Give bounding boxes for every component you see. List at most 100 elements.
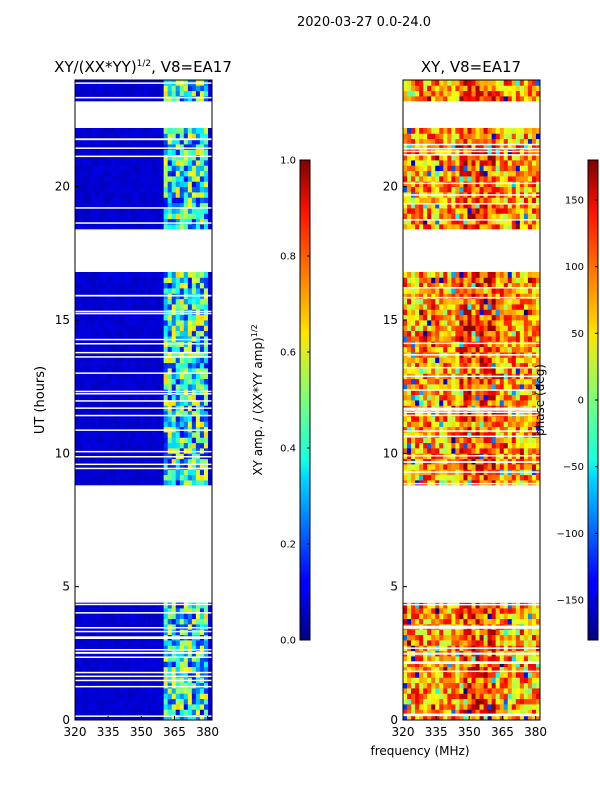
heatmap-cell — [139, 149, 144, 156]
heatmap-cell — [75, 224, 80, 230]
heatmap-cell — [79, 224, 84, 230]
heatmap-cell — [463, 442, 468, 449]
heatmap-cell — [479, 325, 484, 332]
heatmap-cell — [155, 682, 161, 689]
heatmap-cell — [119, 282, 124, 289]
heatmap-cell — [87, 400, 92, 406]
heatmap-cell — [103, 314, 108, 321]
heatmap-cell — [83, 277, 88, 284]
heatmap-cell — [499, 437, 505, 444]
heatmap-cell — [487, 677, 493, 684]
heatmap-cell — [483, 714, 489, 720]
heatmap-cell — [403, 309, 408, 316]
heatmap-cell — [403, 346, 408, 353]
heatmap-cell — [483, 325, 489, 332]
heatmap-cell — [99, 144, 104, 150]
heatmap-cell — [183, 656, 189, 662]
heatmap-cell — [535, 474, 540, 481]
heatmap-cell — [523, 448, 529, 454]
heatmap-cell — [415, 400, 420, 406]
heatmap-cell — [535, 341, 540, 348]
heatmap-cell — [159, 138, 165, 145]
heatmap-cell — [207, 218, 212, 225]
heatmap-cell — [403, 666, 408, 673]
heatmap-cell — [127, 394, 132, 401]
heatmap-cell — [167, 144, 173, 150]
heatmap-cell — [107, 474, 112, 481]
flagged-row — [75, 295, 212, 297]
heatmap-cell — [487, 298, 493, 305]
heatmap-cell — [83, 320, 88, 326]
heatmap-cell — [99, 437, 104, 444]
heatmap-cell — [119, 645, 124, 652]
heatmap-cell — [491, 416, 497, 422]
heatmap-cell — [119, 437, 124, 444]
heatmap-cell — [179, 698, 185, 705]
heatmap-cell — [519, 298, 525, 305]
heatmap-cell — [83, 149, 88, 156]
heatmap-cell — [199, 618, 205, 625]
heatmap-cell — [147, 138, 152, 145]
heatmap-cell — [123, 480, 128, 486]
heatmap-cell — [419, 304, 424, 310]
heatmap-cell — [135, 613, 140, 620]
heatmap-cell — [147, 362, 152, 369]
heatmap-cell — [179, 688, 185, 694]
heatmap-cell — [435, 693, 440, 700]
heatmap-cell — [199, 661, 205, 668]
heatmap-cell — [515, 618, 521, 625]
heatmap-cell — [135, 352, 140, 358]
heatmap-cell — [507, 629, 513, 636]
heatmap-cell — [479, 688, 484, 694]
heatmap-cell — [95, 208, 100, 214]
heatmap-cell — [403, 613, 408, 620]
heatmap-cell — [503, 293, 509, 300]
heatmap-cell — [503, 618, 509, 625]
heatmap-cell — [167, 277, 173, 284]
heatmap-cell — [191, 165, 197, 172]
heatmap-cell — [439, 437, 444, 444]
heatmap-cell — [499, 480, 505, 486]
heatmap-cell — [443, 714, 448, 720]
heatmap-cell — [455, 293, 460, 300]
heatmap-cell — [499, 682, 505, 689]
heatmap-cell — [159, 320, 165, 326]
heatmap-cell — [127, 432, 132, 438]
heatmap-cell — [203, 458, 209, 465]
heatmap-cell — [147, 437, 152, 444]
heatmap-cell — [99, 218, 104, 225]
heatmap-cell — [91, 282, 96, 289]
heatmap-cell — [443, 314, 448, 321]
heatmap-cell — [143, 90, 148, 97]
heatmap-cell — [495, 698, 501, 705]
heatmap-cell — [435, 336, 440, 342]
heatmap-cell — [87, 373, 92, 380]
heatmap-cell — [127, 714, 132, 720]
flagged-row — [75, 390, 212, 393]
heatmap-cell — [451, 480, 456, 486]
heatmap-cell — [127, 154, 132, 161]
heatmap-cell — [95, 474, 100, 481]
heatmap-cell — [483, 330, 489, 337]
heatmap-cell — [451, 608, 456, 614]
heatmap-cell — [207, 416, 212, 422]
heatmap-cell — [183, 224, 189, 230]
heatmap-cell — [123, 432, 128, 438]
heatmap-cell — [451, 677, 456, 684]
heatmap-cell — [535, 389, 540, 396]
heatmap-cell — [123, 608, 128, 614]
heatmap-cell — [75, 640, 80, 646]
heatmap-cell — [411, 304, 416, 310]
heatmap-cell — [483, 666, 489, 673]
heatmap-cell — [187, 469, 193, 476]
heatmap-cell — [515, 613, 521, 620]
heatmap-cell — [115, 464, 120, 470]
heatmap-cell — [431, 480, 436, 486]
heatmap-cell — [455, 677, 460, 684]
heatmap-cell — [191, 602, 197, 609]
heatmap-cell — [87, 330, 92, 337]
heatmap-cell — [443, 693, 448, 700]
heatmap-cell — [439, 416, 444, 422]
heatmap-cell — [507, 480, 513, 486]
heatmap-cell — [511, 309, 517, 316]
